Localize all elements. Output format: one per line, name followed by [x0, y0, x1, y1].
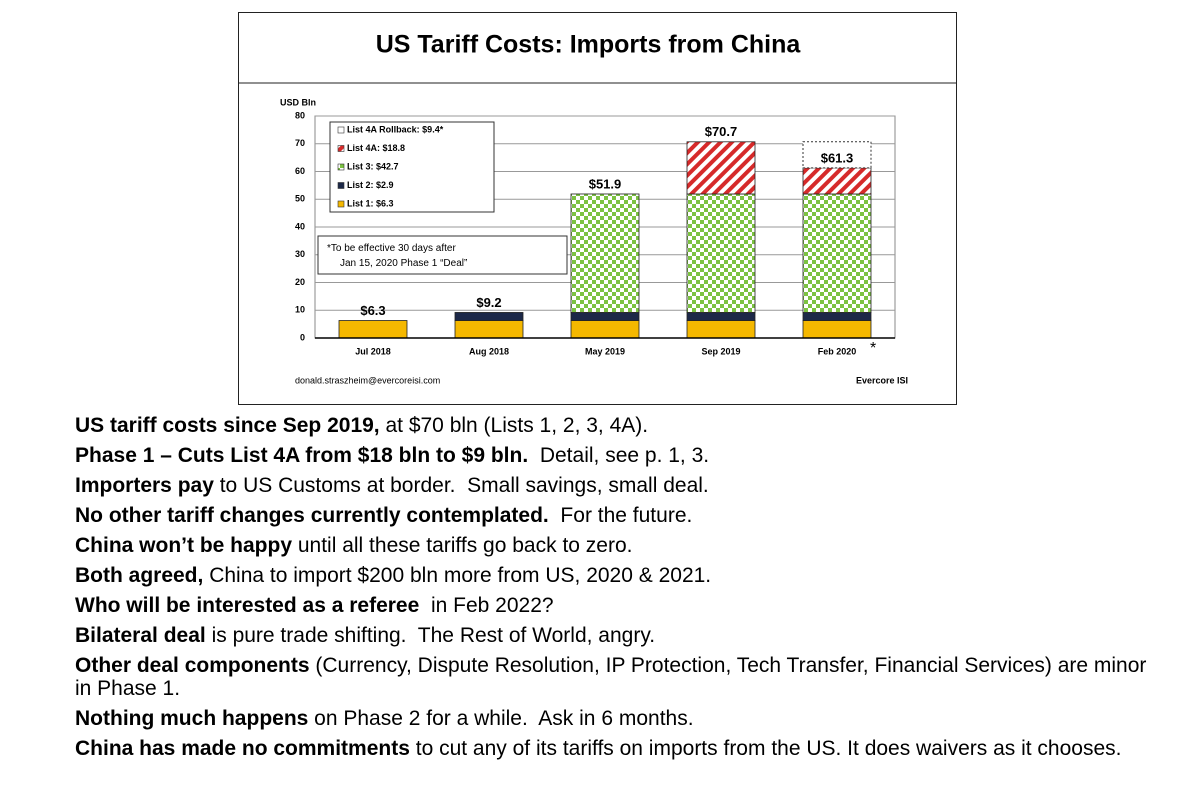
y-tick-label: 20 [295, 277, 305, 287]
bar-segment [570, 312, 640, 321]
note-text: China to import $200 bln more from US, 2… [203, 564, 712, 587]
bar-segment [338, 320, 408, 339]
note: China won’t be happy until all these tar… [75, 534, 1165, 557]
total-label: $6.3 [360, 303, 385, 318]
plot: 0 10 20 30 40 50 60 70 80 $6.3 Jul 2018 $9.2 Aug 201… [295, 110, 896, 357]
note-text: For the future. [548, 504, 693, 527]
note-bold: Importers pay [75, 474, 214, 497]
annotation-box [317, 235, 568, 275]
note-bold: Both agreed, [75, 564, 204, 587]
y-tick-label: 60 [295, 166, 305, 176]
note-text: (Currency, Dispute Resolution, IP Protec… [75, 654, 1153, 700]
y-tick-label: 40 [295, 221, 305, 231]
x-tick-label: May 2019 [585, 346, 625, 356]
bar-segment [802, 141, 872, 169]
note: Both agreed, China to import $200 bln mo… [75, 564, 1165, 587]
note: Bilateral deal is pure trade shifting. T… [75, 624, 1165, 647]
note-text: on Phase 2 for a while. Ask in 6 months. [308, 707, 694, 730]
bar-segment [686, 141, 756, 195]
note: No other tariff changes currently contem… [75, 504, 1165, 527]
bar-segment [454, 320, 524, 339]
note-bold: Bilateral deal [75, 624, 206, 647]
x-tick-label: Feb 2020 [818, 346, 857, 356]
note-bold: Other deal components [75, 654, 310, 677]
bar-segment [686, 312, 756, 321]
annotation: *To be effective 30 days after Jan 15, 2… [327, 243, 467, 269]
legend-swatch [337, 126, 345, 134]
x-tick-label: Jul 2018 [355, 346, 391, 356]
bar-segment [802, 312, 872, 321]
y-tick-label: 80 [295, 110, 305, 120]
note-bold: China won’t be happy [75, 534, 293, 557]
note: US tariff costs since Sep 2019, at $70 b… [75, 414, 1165, 437]
y-tick-label: 70 [295, 138, 305, 148]
bar-segment [802, 193, 872, 313]
note-bold: US tariff costs since Sep 2019, [75, 414, 380, 437]
x-tick-label: Sep 2019 [701, 346, 740, 356]
category-note: * [870, 340, 876, 357]
chart: US Tariff Costs: Imports from China USD … [238, 12, 957, 405]
legend-label: List 4A: $18.8 [347, 143, 405, 153]
total-label: $9.2 [476, 295, 501, 310]
notes: US tariff costs since Sep 2019, at $70 b… [75, 414, 1165, 767]
legend-label: List 3: $42.7 [347, 161, 399, 171]
legend-swatch [337, 163, 345, 171]
bar-segment [570, 320, 640, 339]
brand: Evercore ISI [856, 375, 908, 385]
note-text: until all these tariffs go back to zero. [292, 534, 633, 557]
chart-title: US Tariff Costs: Imports from China [376, 31, 802, 59]
bar-segment [802, 320, 872, 339]
note: Importers pay to US Customs at border. S… [75, 474, 1165, 497]
contact: donald.straszheim@evercoreisi.com [295, 375, 440, 385]
y-axis-label: USD Bln [280, 97, 316, 107]
total-label: $70.7 [705, 124, 738, 139]
legend-swatch [337, 145, 345, 152]
note-text: Detail, see p. 1, 3. [528, 444, 710, 467]
legend-label: List 4A Rollback: $9.4* [347, 124, 444, 134]
total-label: $51.9 [589, 176, 622, 191]
bar-segment [686, 193, 756, 313]
bar-segment [454, 312, 524, 321]
note-text: is pure trade shifting. The Rest of Worl… [205, 624, 656, 647]
legend-swatch [337, 182, 345, 189]
note-text: to cut any of its tariffs on imports fro… [409, 737, 1122, 760]
x-tick-label: Aug 2018 [469, 346, 509, 356]
y-tick-label: 50 [295, 194, 305, 204]
legend-label: List 1: $6.3 [347, 198, 394, 208]
note-bold: No other tariff changes currently contem… [75, 504, 549, 527]
note-text: at $70 bln (Lists 1, 2, 3, 4A). [379, 414, 649, 437]
bar-segment [802, 167, 872, 195]
note: China has made no commitments to cut any… [75, 737, 1165, 760]
note: Who will be interested as a referee in F… [75, 594, 1165, 617]
legend-box [329, 121, 495, 213]
note: Nothing much happens on Phase 2 for a wh… [75, 707, 1165, 730]
y-tick-label: 10 [295, 305, 305, 315]
note: Other deal components (Currency, Dispute… [75, 654, 1165, 700]
note: Phase 1 – Cuts List 4A from $18 bln to $… [75, 444, 1165, 467]
legend-swatch [337, 200, 345, 208]
legend: List 4A Rollback: $9.4* List 4A: $18.8 Lis… [329, 121, 495, 213]
note-bold: China has made no commitments [75, 737, 410, 760]
note-bold: Phase 1 – Cuts List 4A from $18 bln to $… [75, 444, 529, 467]
bar-segment [570, 193, 640, 313]
note-bold: Who will be interested as a referee [75, 594, 420, 617]
y-tick-label: 30 [295, 249, 305, 259]
note-text: in Feb 2022? [419, 594, 554, 617]
note-bold: Nothing much happens [75, 707, 309, 730]
legend-label: List 2: $2.9 [347, 180, 394, 190]
note-text: to US Customs at border. Small savings, … [213, 474, 709, 497]
total-label: $61.3 [821, 150, 854, 165]
bar-segment [686, 320, 756, 339]
y-tick-label: 0 [300, 332, 305, 342]
